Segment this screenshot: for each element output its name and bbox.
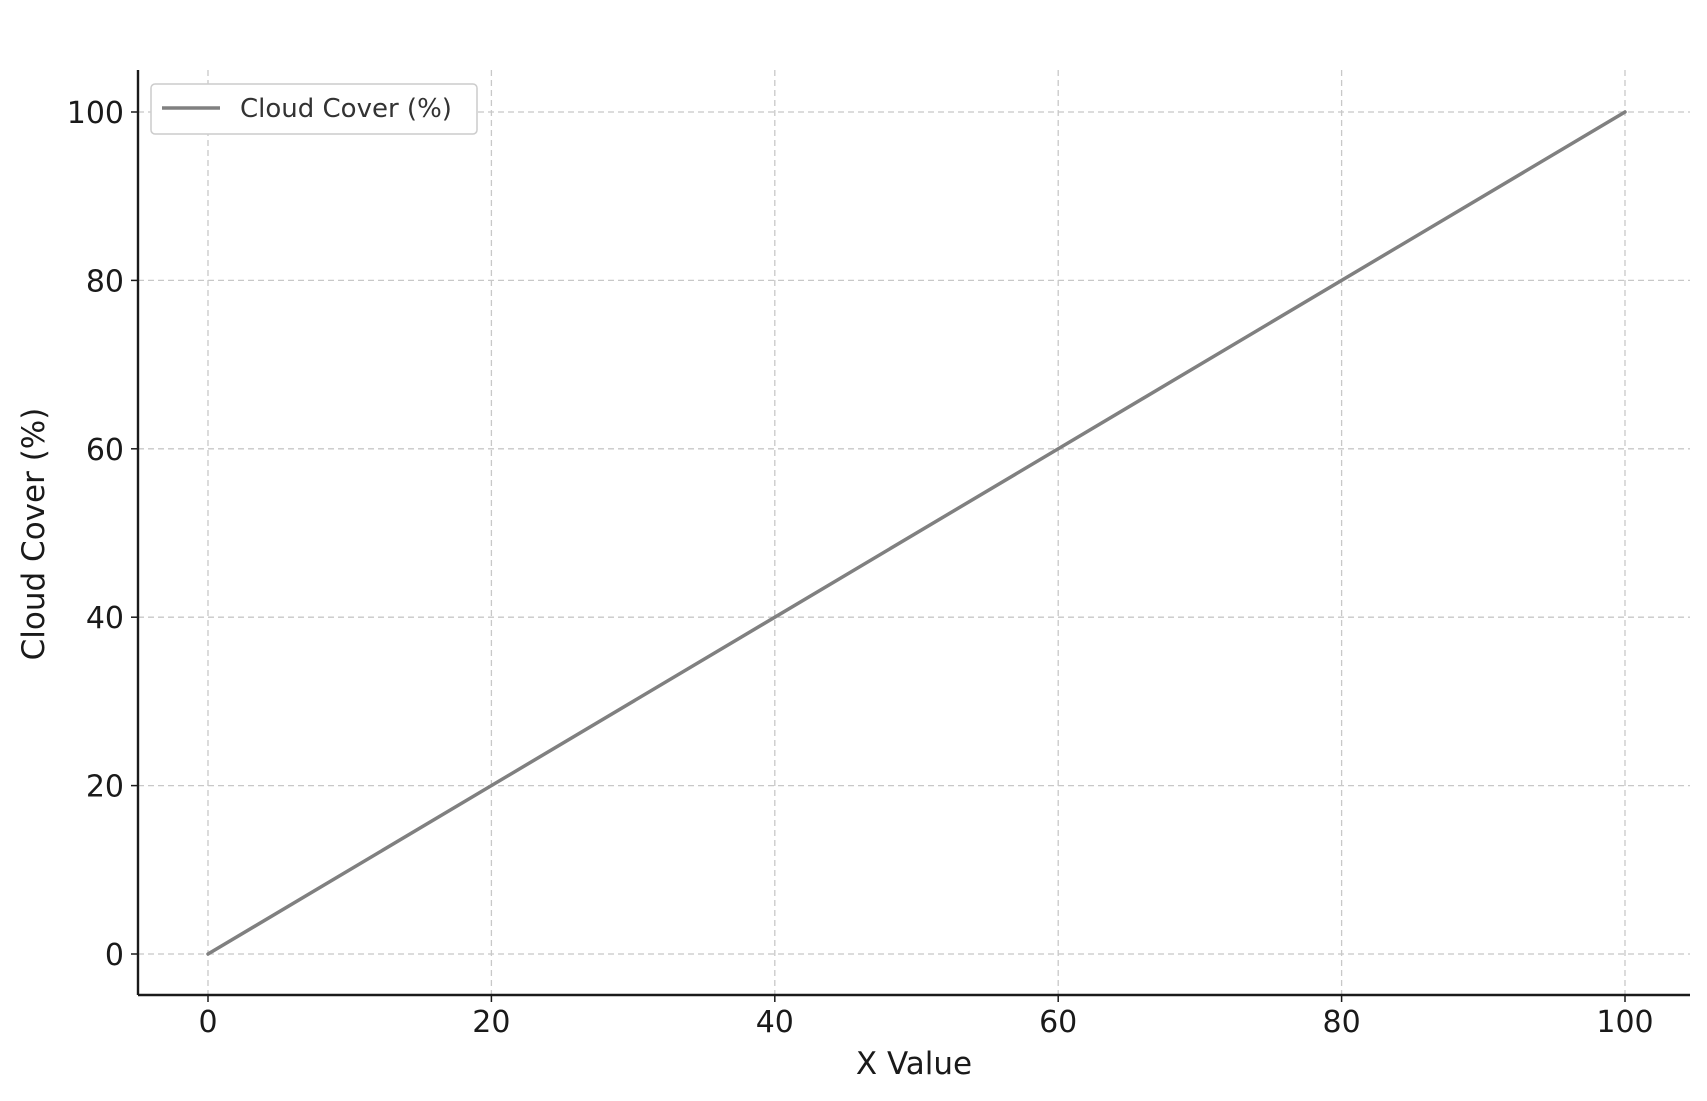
legend-label: Cloud Cover (%)	[240, 94, 452, 124]
legend: Cloud Cover (%)	[150, 83, 478, 135]
x-tick-label: 60	[1039, 1005, 1077, 1040]
grid	[138, 70, 1690, 995]
y-axis-label: Cloud Cover (%)	[16, 408, 52, 661]
series-line-cloud-cover	[206, 110, 1627, 956]
x-tick-label: 20	[472, 1005, 510, 1040]
axes	[136, 70, 1690, 997]
y-tick-label: 20	[86, 770, 124, 805]
x-tick-label: 0	[198, 1005, 217, 1040]
y-tick-label: 40	[86, 601, 124, 636]
x-tick-label: 80	[1323, 1005, 1361, 1040]
x-tick-label: 100	[1596, 1005, 1653, 1040]
y-tick-label: 0	[105, 938, 124, 973]
y-tick-label: 60	[86, 433, 124, 468]
x-axis-label: X Value	[856, 1046, 972, 1082]
y-tick-label: 100	[67, 96, 124, 131]
series-layer	[206, 110, 1627, 956]
y-ticks: 0 20 40 60 80 100	[67, 96, 138, 973]
x-tick-label: 40	[756, 1005, 794, 1040]
legend-box	[150, 83, 478, 135]
x-ticks: 0 20 40 60 80 100	[198, 995, 1654, 1040]
y-tick-label: 80	[86, 264, 124, 299]
